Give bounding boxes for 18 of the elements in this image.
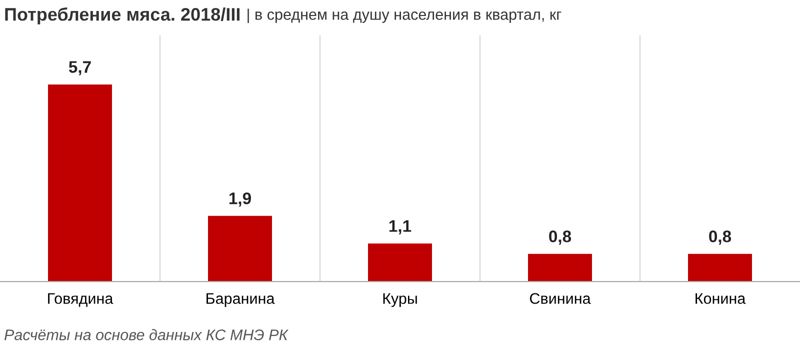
text: Расчёты на основе данных КС МНЭ РК bbox=[4, 329, 288, 340]
data-label: 0,8 bbox=[549, 230, 572, 245]
data-label: 5,7 bbox=[68, 61, 91, 76]
x-tick-label: Свинина bbox=[530, 293, 591, 304]
data-label: 1,9 bbox=[229, 192, 251, 207]
bar bbox=[208, 216, 272, 282]
bar bbox=[48, 84, 112, 282]
data-label: 1,1 bbox=[389, 220, 412, 234]
data-label: 0,8 bbox=[709, 230, 732, 245]
chart-title: Потребление мяса. 2018/III bbox=[5, 7, 240, 24]
bar bbox=[528, 254, 592, 282]
x-tick-label: Куры bbox=[383, 293, 417, 307]
bar bbox=[368, 244, 432, 282]
bar bbox=[688, 254, 752, 282]
chart-subtitle: | в среднем на душу населения в квартал, кг bbox=[248, 8, 562, 23]
x-tick-label: Говядина bbox=[48, 293, 114, 307]
x-tick-label: Конина bbox=[696, 293, 746, 304]
x-tick-label: Баранина bbox=[206, 293, 275, 307]
